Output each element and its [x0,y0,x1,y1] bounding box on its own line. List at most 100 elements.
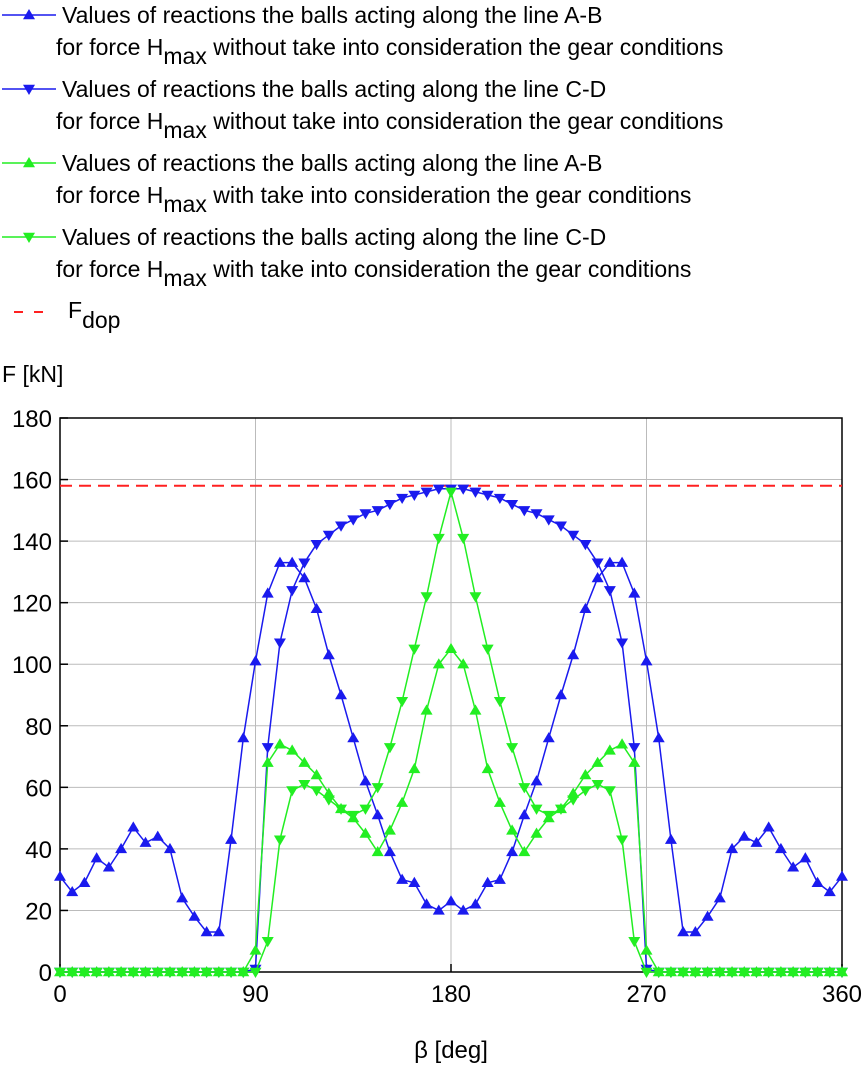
legend-text: max [163,43,207,69]
data-point [322,787,335,798]
legend-label: for force Hmax without take into conside… [56,108,723,143]
data-point [273,835,286,846]
data-point [371,845,384,857]
data-point [432,904,445,915]
data-point [408,490,421,501]
data-point [603,556,616,567]
data-point [811,967,824,978]
data-point [200,925,213,937]
data-point [481,490,494,501]
data-point [359,827,372,838]
data-point [359,509,372,520]
data-point [322,795,335,806]
legend-label: Fdop [68,297,120,333]
data-point [506,499,519,511]
data-point [518,845,531,857]
data-point [396,696,409,708]
data-point [420,704,433,715]
data-point [286,786,299,797]
legend-label: Values of reactions the balls acting alo… [62,2,602,28]
legend-marker [23,232,35,243]
data-point [335,804,348,815]
data-point [212,967,225,978]
data-point [371,809,384,820]
data-point [261,937,274,948]
y-axis-label: F [kN] [2,361,63,387]
data-point [457,904,470,915]
data-point [261,743,274,754]
data-point [396,796,409,807]
data-point [286,556,299,567]
data-point [493,696,506,708]
legend-label: Values of reactions the balls acting alo… [62,224,606,250]
data-point [298,558,311,569]
data-point [836,967,848,978]
x-tick-label: 0 [53,981,66,1008]
data-point [127,821,140,832]
data-point [579,769,592,780]
data-point [469,592,482,603]
data-point [188,910,201,921]
legend-marker [23,84,35,95]
data-point [787,861,800,872]
y-tick-label: 160 [12,468,52,495]
legend-text: F [68,297,82,323]
data-point [530,804,543,815]
data-point [176,967,189,978]
data-point [493,796,506,807]
data-point [322,530,335,541]
data-point [518,809,531,820]
data-point [518,783,531,794]
data-point [579,539,592,551]
data-point [542,515,555,526]
y-tick-label: 80 [25,714,52,741]
data-point [273,556,286,567]
legend-label: for force Hmax without take into conside… [56,34,723,69]
data-point [310,769,323,780]
data-point [628,743,641,754]
data-point [151,967,164,978]
data-point [652,967,665,978]
x-tick-label: 180 [431,981,471,1008]
y-tick-label: 40 [25,837,52,864]
data-point [90,852,103,863]
legend-text: max [163,265,207,291]
data-point [457,484,470,495]
data-point [506,824,519,835]
data-point [713,892,726,903]
data-point [554,804,567,815]
data-point [163,967,176,978]
data-point [371,783,384,794]
data-point [616,738,629,749]
data-point [530,827,543,838]
data-point [359,775,372,786]
data-point [310,539,323,551]
data-point [567,795,580,806]
legend-text: for force H [56,182,163,208]
y-tick-label: 20 [25,898,52,925]
data-point [567,530,580,541]
data-point [689,925,702,937]
legend-text: for force H [56,108,163,134]
legend-text: for force H [56,256,163,282]
y-tick-label: 120 [12,591,52,618]
data-point [225,967,238,978]
data-point [762,821,775,832]
data-point [603,786,616,797]
data-point [689,967,702,978]
data-point [628,937,641,948]
data-point [591,756,604,767]
data-point [640,967,653,978]
data-point [506,845,519,857]
data-point [139,967,152,978]
data-point [102,967,115,978]
data-point [799,967,812,978]
data-point [603,744,616,755]
y-tick-label: 60 [25,775,52,802]
data-point [738,967,751,978]
data-point [640,655,653,666]
legend-marker [23,9,35,20]
legend-label: for force Hmax with take into considerat… [56,182,691,217]
data-point [90,967,103,978]
